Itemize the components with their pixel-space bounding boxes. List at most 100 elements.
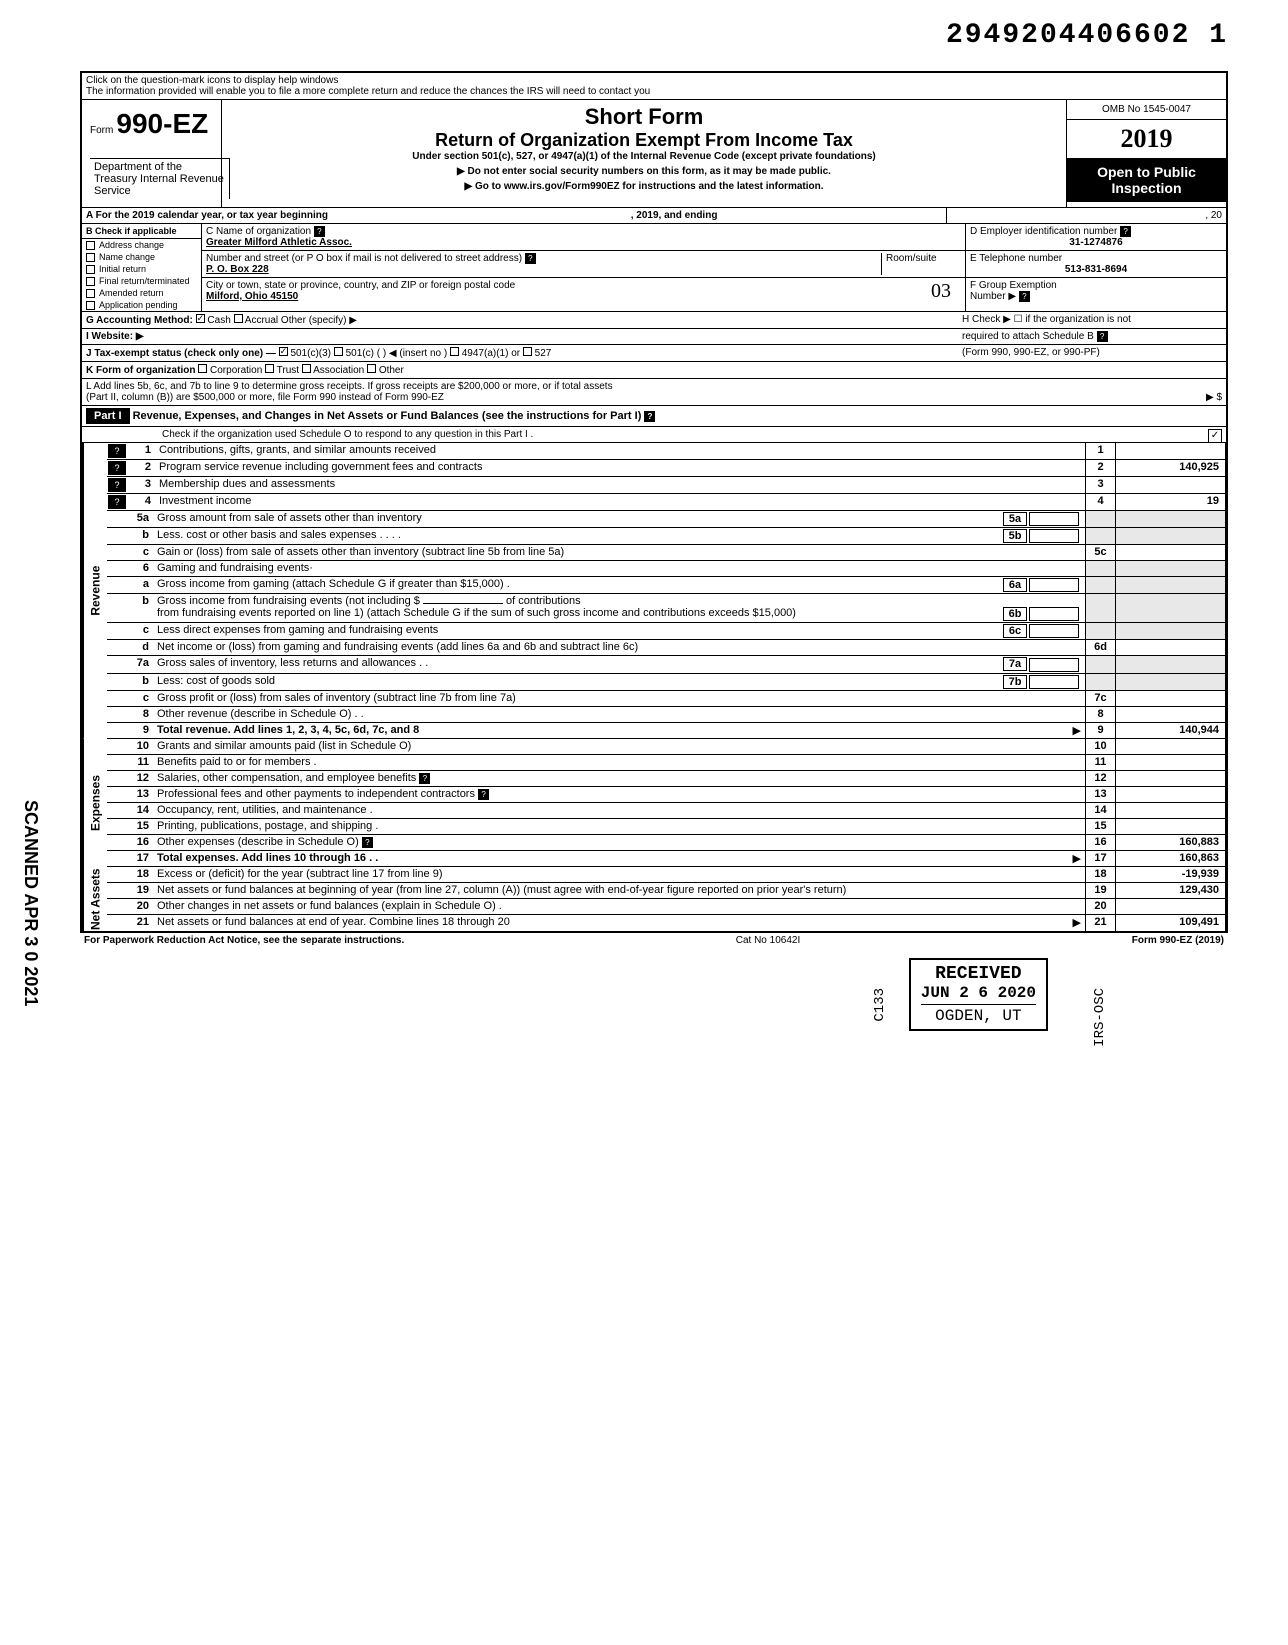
line-5b-text: Less. cost or other basis and sales expe… [153, 528, 1085, 544]
line-11-num: 11 [125, 755, 153, 770]
line-21-box: 21 [1085, 915, 1115, 931]
j-501c3: 501(c)(3) [290, 348, 331, 359]
help-icon[interactable]: ? [108, 461, 126, 475]
shaded [1085, 528, 1115, 544]
checkbox-cash[interactable] [196, 314, 205, 323]
checkbox-amended[interactable] [86, 289, 95, 298]
help-icon[interactable]: ? [314, 226, 325, 237]
line-3-box: 3 [1085, 477, 1115, 493]
val-5b[interactable] [1029, 529, 1079, 543]
j-527: 527 [535, 348, 552, 359]
checkbox-trust[interactable] [265, 364, 274, 373]
val-7b[interactable] [1029, 675, 1079, 689]
part1-check-line: Check if the organization used Schedule … [162, 429, 533, 440]
checkbox-corp[interactable] [198, 364, 207, 373]
line-4-val: 19 [1115, 494, 1225, 510]
val-5a[interactable] [1029, 512, 1079, 526]
side-label-netassets: Net Assets [83, 867, 107, 931]
line-7b-num: b [125, 674, 153, 690]
help-icon[interactable]: ? [362, 837, 373, 848]
help-icon[interactable]: ? [525, 253, 536, 264]
k-label: K Form of organization [86, 365, 195, 376]
line-4-text: Investment income [155, 494, 1085, 510]
shaded [1115, 656, 1225, 672]
line-18-box: 18 [1085, 867, 1115, 882]
line-9-val: 140,944 [1115, 723, 1225, 738]
k-assoc: Association [313, 365, 364, 376]
line-14-val [1115, 803, 1225, 818]
checkbox-501c3[interactable] [279, 347, 288, 356]
line-12-num: 12 [125, 771, 153, 786]
g-accrual: Accrual [245, 315, 278, 326]
help-icon[interactable]: ? [644, 411, 655, 422]
line-16-num: 16 [125, 835, 153, 850]
line-17-text: Total expenses. Add lines 10 through 16 … [153, 851, 1085, 866]
checkbox-name-change[interactable] [86, 253, 95, 262]
line-12-box: 12 [1085, 771, 1115, 786]
line-10-text: Grants and similar amounts paid (list in… [153, 739, 1085, 754]
shaded [1115, 623, 1225, 639]
checkbox-assoc[interactable] [302, 364, 311, 373]
ein-value: 31-1274876 [970, 237, 1222, 248]
checkbox-501c[interactable] [334, 347, 343, 356]
help-icon[interactable]: ? [108, 478, 126, 492]
h-label2: required to attach Schedule B [962, 331, 1094, 342]
val-6a[interactable] [1029, 578, 1079, 592]
line-7b-text: Less: cost of goods sold 7b [153, 674, 1085, 690]
help-icon[interactable]: ? [108, 495, 126, 509]
checkbox-527[interactable] [523, 347, 532, 356]
box-7a: 7a [1003, 657, 1027, 671]
line-6c-num: c [125, 623, 153, 639]
e-label: E Telephone number [970, 253, 1062, 264]
c-label: C Name of organization [206, 226, 311, 237]
checkbox-address-change[interactable] [86, 241, 95, 250]
g-cash: Cash [207, 315, 230, 326]
shaded [1115, 594, 1225, 622]
line-9-num: 9 [125, 723, 153, 738]
shaded [1115, 577, 1225, 593]
footer-left: For Paperwork Reduction Act Notice, see … [84, 935, 404, 946]
line-10-num: 10 [125, 739, 153, 754]
checkbox-initial-return[interactable] [86, 265, 95, 274]
line-2-text: Program service revenue including govern… [155, 460, 1085, 476]
line-7c-text: Gross profit or (loss) from sales of inv… [153, 691, 1085, 706]
addr-label: Number and street (or P O box if mail is… [206, 253, 522, 264]
help-icon[interactable]: ? [1097, 331, 1108, 342]
line-13-val [1115, 787, 1225, 802]
checkbox-other[interactable] [367, 364, 376, 373]
line-18-num: 18 [125, 867, 153, 882]
k-corp: Corporation [210, 365, 262, 376]
help-icon[interactable]: ? [108, 444, 126, 458]
line-3-val [1115, 477, 1225, 493]
checkbox-4947[interactable] [450, 347, 459, 356]
line-4-num: 4 [127, 494, 155, 510]
help-icon[interactable]: ? [1019, 291, 1030, 302]
line-6a-text: Gross income from gaming (attach Schedul… [153, 577, 1085, 593]
schedule-o-checkbox[interactable]: ✓ [1208, 429, 1222, 443]
checkbox-accrual[interactable] [234, 314, 243, 323]
help-icon[interactable]: ? [1120, 226, 1131, 237]
line-21-text: Net assets or fund balances at end of ye… [153, 915, 1085, 931]
l-arrow: ▶ $ [1206, 392, 1222, 403]
b-item-2: Initial return [99, 264, 146, 274]
line-6b-text: Gross income from fundraising events (no… [153, 594, 1085, 622]
checkbox-final-return[interactable] [86, 277, 95, 286]
val-6c[interactable] [1029, 624, 1079, 638]
line-6d-val [1115, 640, 1225, 655]
footer-right: Form 990-EZ (2019) [1132, 935, 1224, 946]
d-label: D Employer identification number [970, 226, 1117, 237]
rsosc-stamp: IRS-OSC [1092, 988, 1108, 1047]
line-12-val [1115, 771, 1225, 786]
help-icon[interactable]: ? [478, 789, 489, 800]
shaded [1085, 561, 1115, 576]
line-4-box: 4 [1085, 494, 1115, 510]
line-2-num: 2 [127, 460, 155, 476]
checkbox-app-pending[interactable] [86, 301, 95, 310]
val-6b[interactable] [1029, 607, 1079, 621]
help-icon[interactable]: ? [419, 773, 430, 784]
line-18-val: -19,939 [1115, 867, 1225, 882]
val-7a[interactable] [1029, 658, 1079, 672]
box-5b: 5b [1003, 529, 1027, 543]
line-20-text: Other changes in net assets or fund bala… [153, 899, 1085, 914]
line-19-box: 19 [1085, 883, 1115, 898]
